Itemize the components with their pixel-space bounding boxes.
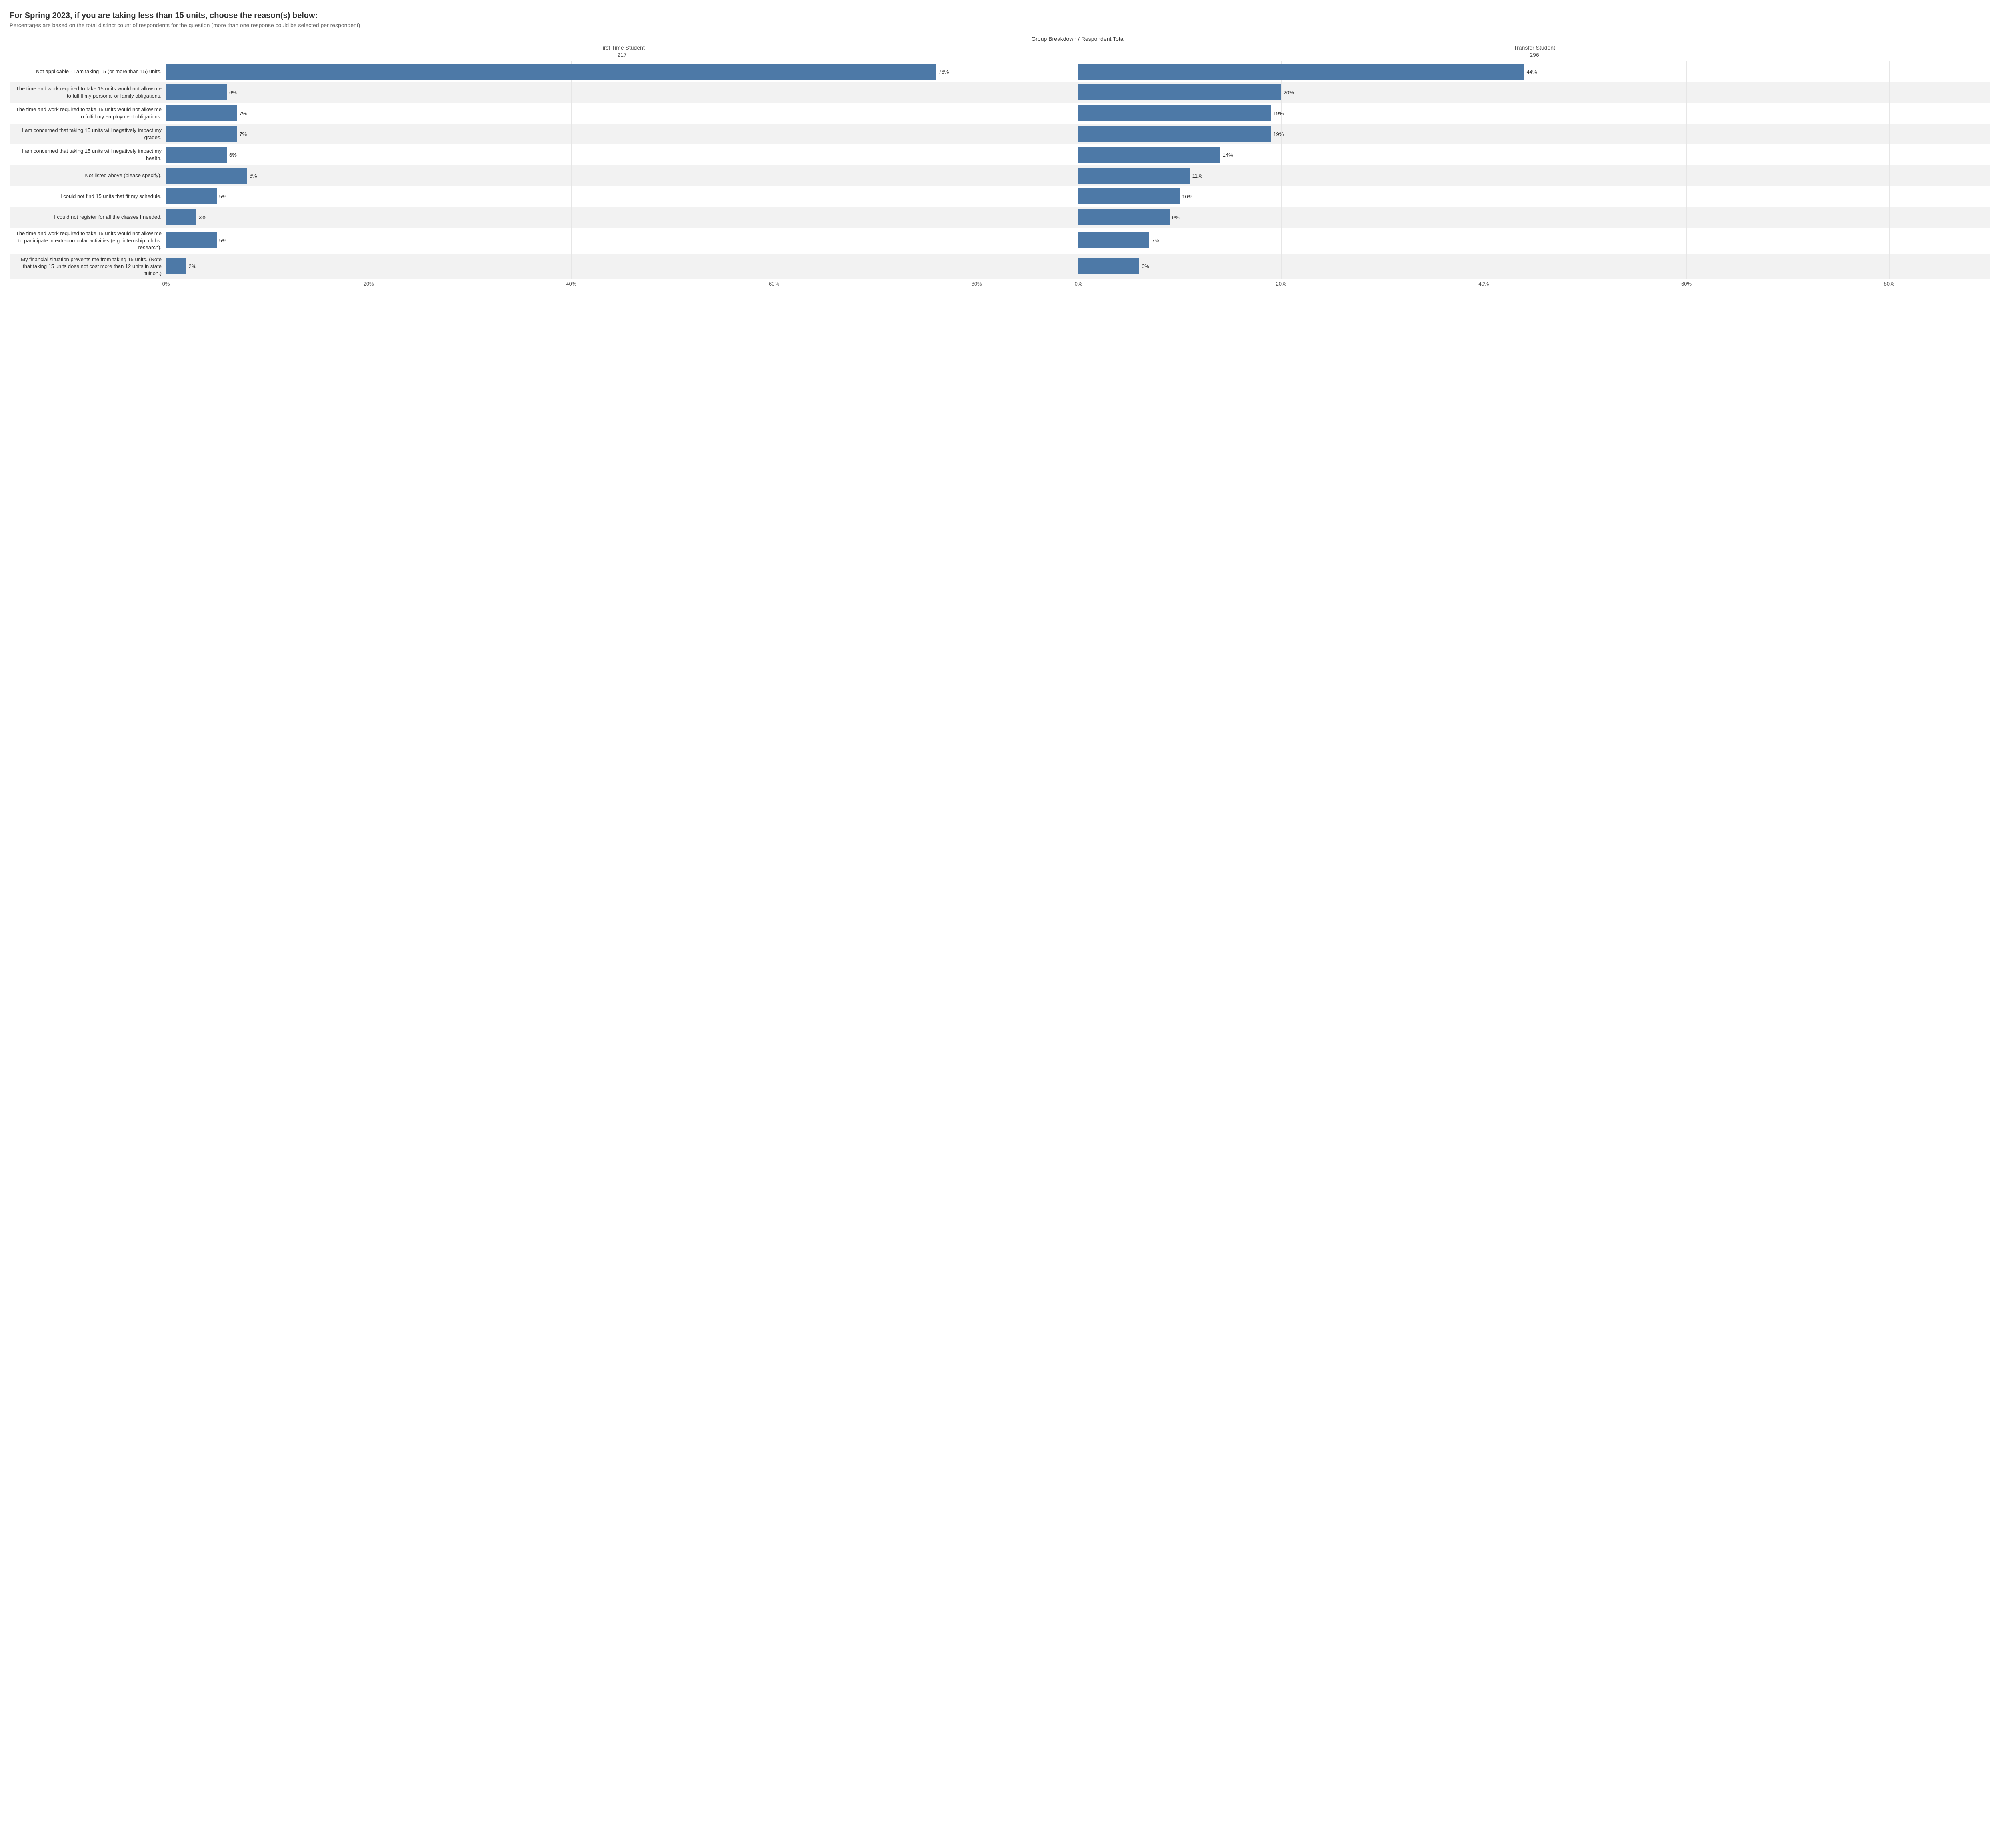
bar-value-label: 9% <box>1172 214 1180 220</box>
bar-cell: 5% <box>166 186 1078 207</box>
bar-value-label: 6% <box>229 90 237 96</box>
bar-cell: 14% <box>1078 144 1990 165</box>
bar <box>166 126 237 142</box>
row-label: My financial situation prevents me from … <box>10 254 166 280</box>
bar-cell: 11% <box>1078 165 1990 186</box>
bar <box>166 64 936 80</box>
bar-value-label: 76% <box>938 69 949 75</box>
super-header: Group Breakdown / Respondent Total <box>166 36 1990 42</box>
bar-value-label: 6% <box>1142 263 1149 269</box>
bar-cell: 19% <box>1078 124 1990 144</box>
row-label: Not applicable - I am taking 15 (or more… <box>10 61 166 82</box>
row-label: I am concerned that taking 15 units will… <box>10 144 166 165</box>
axis-tick: 0% <box>1075 281 1082 287</box>
bar <box>166 258 186 274</box>
bar <box>1078 84 1281 100</box>
bar-cell: 8% <box>166 165 1078 186</box>
bar <box>1078 105 1271 121</box>
bar <box>166 188 217 204</box>
bar-value-label: 5% <box>219 238 227 244</box>
axis-tick: 20% <box>1276 281 1286 287</box>
axis-tick: 0% <box>162 281 170 287</box>
bar <box>166 232 217 248</box>
row-label: I am concerned that taking 15 units will… <box>10 124 166 144</box>
bar-cell: 44% <box>1078 61 1990 82</box>
bar <box>166 84 227 100</box>
comparative-bar-chart: Group Breakdown / Respondent TotalFirst … <box>10 36 1990 290</box>
bar-value-label: 19% <box>1273 110 1284 116</box>
bar-cell: 6% <box>166 144 1078 165</box>
bar <box>166 168 247 184</box>
panel-header: First Time Student <box>166 43 1078 52</box>
bar-cell: 10% <box>1078 186 1990 207</box>
bar <box>1078 232 1149 248</box>
axis-tick: 60% <box>769 281 779 287</box>
bar-value-label: 19% <box>1273 131 1284 137</box>
bar-value-label: 5% <box>219 194 227 200</box>
bar-cell: 6% <box>166 82 1078 103</box>
bar <box>166 105 237 121</box>
row-label: The time and work required to take 15 un… <box>10 103 166 124</box>
bar-cell: 3% <box>166 207 1078 228</box>
panel-total: 296 <box>1078 52 1990 61</box>
axis-tick: 20% <box>364 281 374 287</box>
bar-cell: 6% <box>1078 254 1990 280</box>
bar-value-label: 3% <box>199 214 206 220</box>
axis-tick: 80% <box>972 281 982 287</box>
bar-value-label: 44% <box>1527 69 1537 75</box>
bar <box>1078 64 1524 80</box>
row-label: The time and work required to take 15 un… <box>10 82 166 103</box>
bar <box>1078 209 1170 225</box>
bar-cell: 19% <box>1078 103 1990 124</box>
bar-cell: 2% <box>166 254 1078 280</box>
bar <box>1078 188 1180 204</box>
bar-cell: 7% <box>166 124 1078 144</box>
bar-cell: 9% <box>1078 207 1990 228</box>
row-label: I could not find 15 units that fit my sc… <box>10 186 166 207</box>
bar <box>1078 126 1271 142</box>
row-label: I could not register for all the classes… <box>10 207 166 228</box>
bar-value-label: 6% <box>229 152 237 158</box>
chart-title: For Spring 2023, if you are taking less … <box>10 11 1990 20</box>
bar <box>166 147 227 163</box>
bar-cell: 76% <box>166 61 1078 82</box>
chart-subtitle: Percentages are based on the total disti… <box>10 22 1990 28</box>
bar-value-label: 8% <box>250 173 257 179</box>
bar-cell: 7% <box>166 103 1078 124</box>
x-axis: 0%20%40%60%80% <box>166 279 1078 290</box>
axis-tick: 60% <box>1681 281 1692 287</box>
bar-value-label: 2% <box>189 263 196 269</box>
bar-cell: 5% <box>166 228 1078 254</box>
bar-value-label: 11% <box>1192 173 1202 179</box>
bar-value-label: 7% <box>1152 238 1159 244</box>
bar-value-label: 10% <box>1182 194 1192 200</box>
panel-total: 217 <box>166 52 1078 61</box>
bar-value-label: 14% <box>1223 152 1233 158</box>
bar-cell: 7% <box>1078 228 1990 254</box>
row-label: The time and work required to take 15 un… <box>10 228 166 254</box>
axis-tick: 80% <box>1884 281 1894 287</box>
bar-value-label: 20% <box>1284 90 1294 96</box>
bar-cell: 20% <box>1078 82 1990 103</box>
panel-header: Transfer Student <box>1078 43 1990 52</box>
bar <box>1078 168 1190 184</box>
x-axis: 0% 20% 40% 60% 80% <box>1078 279 1990 290</box>
axis-tick: 40% <box>1478 281 1489 287</box>
row-label: Not listed above (please specify). <box>10 165 166 186</box>
axis-tick: 40% <box>566 281 576 287</box>
bar <box>166 209 196 225</box>
bar <box>1078 258 1139 274</box>
bar <box>1078 147 1220 163</box>
bar-value-label: 7% <box>239 110 247 116</box>
bar-value-label: 7% <box>239 131 247 137</box>
